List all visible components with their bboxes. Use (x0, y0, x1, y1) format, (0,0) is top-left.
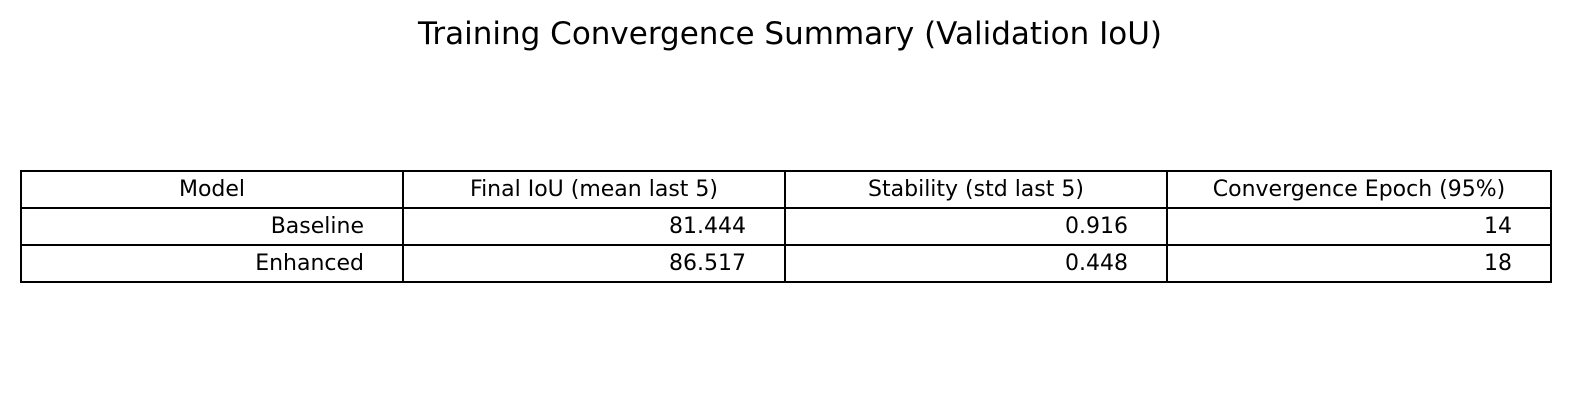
stability-cell: 0.448 (784, 244, 1168, 283)
column-header-convergence-epoch: Convergence Epoch (95%) (1166, 170, 1552, 209)
table-row: Enhanced 86.517 0.448 18 (20, 244, 1552, 283)
convergence-epoch-cell: 14 (1166, 207, 1552, 246)
column-header-model: Model (20, 170, 404, 209)
table-row: Baseline 81.444 0.916 14 (20, 207, 1552, 246)
stability-cell: 0.916 (784, 207, 1168, 246)
convergence-epoch-cell: 18 (1166, 244, 1552, 283)
model-cell: Baseline (20, 207, 404, 246)
final-iou-cell: 81.444 (402, 207, 786, 246)
final-iou-cell: 86.517 (402, 244, 786, 283)
header-row: Model Final IoU (mean last 5) Stability … (20, 170, 1552, 209)
column-header-stability: Stability (std last 5) (784, 170, 1168, 209)
column-header-final-iou: Final IoU (mean last 5) (402, 170, 786, 209)
chart-title: Training Convergence Summary (Validation… (418, 16, 1162, 52)
model-cell: Enhanced (20, 244, 404, 283)
summary-table: Model Final IoU (mean last 5) Stability … (20, 170, 1552, 283)
